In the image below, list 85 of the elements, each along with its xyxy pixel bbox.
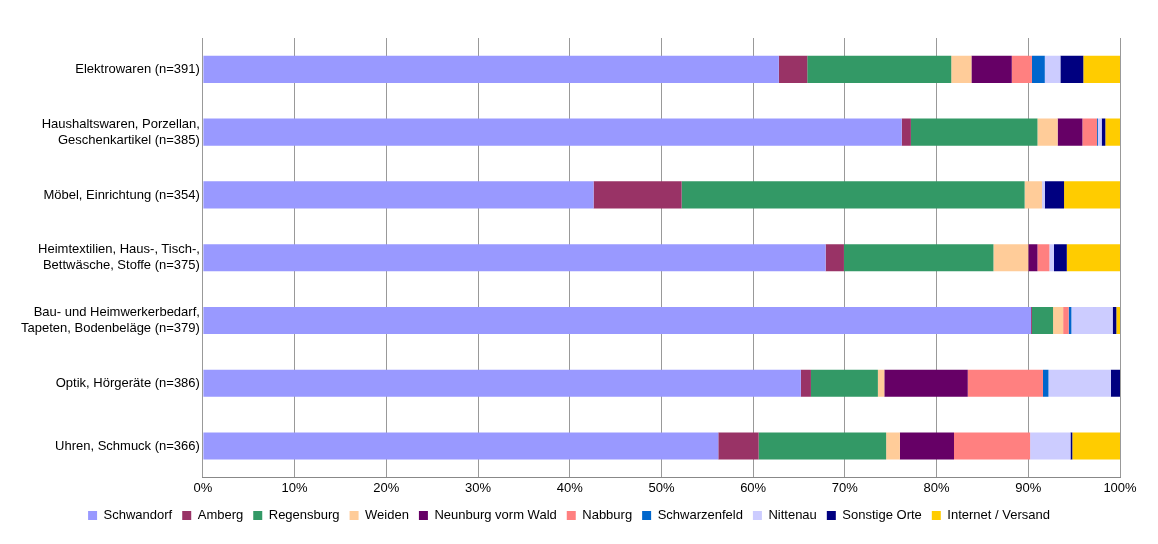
bar [843,244,994,272]
x-tick-label: 20% [373,479,400,495]
bar [886,432,900,460]
x-tick-label: 80% [923,479,951,495]
bar [1031,55,1045,83]
y-tick-label: Heimtextilien, Haus-, Tisch-, Bettwäsche, Stoffe (n=375) [38,241,200,273]
bar [203,306,1032,335]
x-tick-label: 40% [556,479,584,495]
bar [1057,118,1083,146]
bar [967,369,1043,397]
bar [203,432,719,460]
bar [593,181,682,209]
bar [951,55,972,83]
bar [1044,55,1061,83]
y-tick-label: Uhren, Schmuck (n=366) [55,437,200,453]
legend-label: Neunburg vorm Wald [434,507,557,523]
bar [1105,118,1120,146]
bar [681,181,1025,209]
x-tick-label: 50% [648,479,675,495]
bar [877,369,885,397]
bar [1044,181,1065,209]
bar [807,55,952,83]
bar [1053,244,1067,272]
bar [884,369,968,397]
bar [954,432,1031,460]
legend-label: Regensburg [268,507,340,523]
bar [1011,55,1032,83]
bar [1049,244,1054,272]
bar [203,55,779,83]
legend-label: Nittenau [768,507,817,523]
bar [1110,369,1120,397]
y-tick-label: Optik, Hörgeräte (n=386) [55,374,200,390]
y-tick-label: Haushaltswaren, Porzellan, Geschenkartikel (n=385) [41,115,200,147]
bar [1064,181,1120,209]
bar [810,369,878,397]
bar [1048,369,1111,397]
x-tick-label: 60% [740,479,767,495]
legend-label: Schwandorf [103,507,173,523]
bar [1060,55,1084,83]
bar [1037,244,1050,272]
bar [1042,181,1045,209]
bar [1037,118,1058,146]
y-tick-label: Möbel, Einrichtung (n=354) [43,186,200,202]
bar [758,432,887,460]
bar [910,118,1038,146]
bar [1066,244,1120,272]
bar [1116,306,1120,335]
bar [203,244,826,272]
bar [1024,181,1043,209]
legend-label: Weiden [365,507,409,523]
bar [1042,369,1049,397]
y-tick-label: Bau- und Heimwerkerbedarf, Tapeten, Bodenbeläge (n=379) [20,304,200,335]
bar [1072,432,1120,460]
bar [825,244,844,272]
bar [203,369,801,397]
bar [1028,244,1038,272]
bar [971,55,1012,83]
legend-label: Amberg [197,507,244,523]
y-tick-label: Elektrowaren (n=391) [75,60,200,76]
bar [1063,306,1069,335]
bar [1083,55,1120,83]
x-tick-label: 30% [465,479,492,495]
legend-label: Sonstige Orte [842,507,922,523]
x-tick-label: 100% [1103,479,1138,495]
x-tick-label: 90% [1015,479,1042,495]
x-tick-label: 70% [831,479,859,495]
bar [718,432,759,460]
bar [1071,306,1113,335]
x-tick-label: 10% [281,479,309,495]
legend-label: Internet / Versand [947,507,1050,523]
bar [1031,306,1054,335]
bar [778,55,808,83]
bar [899,432,954,460]
x-tick-label: 0% [193,479,213,495]
bar [203,118,902,146]
legend-label: Nabburg [582,507,633,523]
bar [901,118,911,146]
legend-label: Schwarzenfeld [657,507,743,523]
bar [993,244,1029,272]
bar [203,181,594,209]
bar [800,369,811,397]
bar [1097,118,1102,146]
bar [1082,118,1098,146]
bar [1030,432,1071,460]
bar [1053,306,1064,335]
